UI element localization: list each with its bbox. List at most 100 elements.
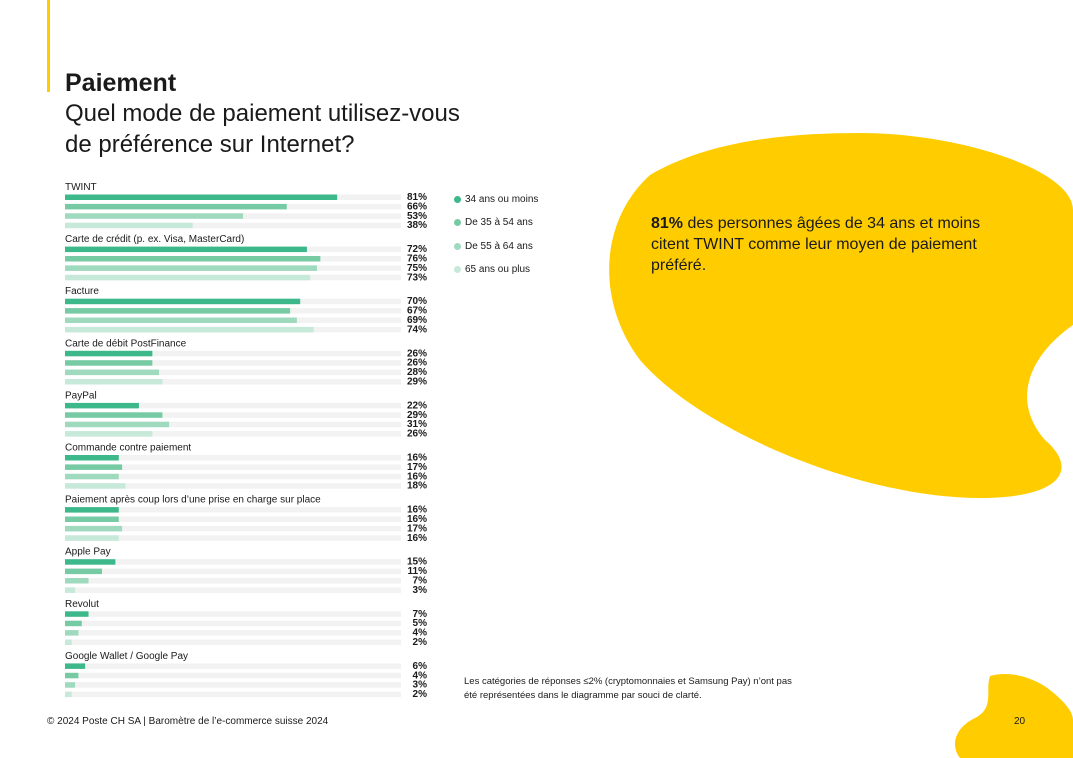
category-label: Paiement après coup lors d’une prise en …: [65, 495, 321, 506]
value-label: 7%: [413, 576, 428, 587]
bar: [65, 213, 244, 219]
legend-item: 34 ans ou moins: [454, 192, 538, 206]
bar: [65, 412, 163, 418]
bar: [65, 326, 314, 333]
bar: [65, 317, 297, 323]
bar: [65, 265, 317, 271]
bar: [65, 308, 291, 314]
category-label: Revolut: [65, 599, 99, 610]
bar: [65, 350, 153, 357]
value-label: 31%: [407, 419, 427, 430]
bar: [65, 525, 123, 532]
bar-track: [65, 483, 401, 489]
value-label: 16%: [407, 514, 427, 525]
bar: [65, 379, 163, 385]
value-label: 26%: [407, 348, 427, 359]
value-label: 29%: [407, 410, 427, 421]
value-label: 18%: [407, 481, 427, 492]
page-title: Paiement: [65, 69, 177, 97]
value-label: 16%: [407, 505, 427, 516]
value-label: 15%: [407, 557, 427, 568]
bar: [65, 516, 119, 522]
bar: [65, 369, 160, 376]
legend-dot: [454, 195, 461, 203]
value-label: 53%: [407, 211, 427, 222]
value-label: 3%: [413, 680, 428, 691]
bar-track: [65, 421, 401, 428]
value-label: 67%: [407, 306, 427, 317]
bar-track: [65, 525, 401, 532]
bar: [65, 194, 338, 200]
bar-track: [65, 639, 401, 645]
bar: [65, 464, 123, 470]
category-label: PayPal: [65, 390, 97, 401]
bar: [65, 578, 89, 584]
value-label: 74%: [407, 324, 427, 335]
bar: [65, 473, 119, 480]
category-label: Facture: [65, 286, 99, 297]
bar: [65, 630, 79, 636]
bar: [65, 256, 321, 262]
bar: [65, 421, 170, 428]
bar: [65, 691, 72, 698]
value-label: 16%: [407, 471, 427, 482]
key-finding-value: 81%: [651, 215, 684, 232]
value-label: 73%: [407, 272, 427, 283]
bar: [65, 620, 82, 627]
value-label: 4%: [413, 670, 428, 681]
legend-dot: [454, 219, 461, 227]
legend-label: 34 ans ou moins: [465, 193, 539, 205]
bar: [65, 431, 153, 437]
value-label: 7%: [413, 609, 428, 620]
legend-item: 65 ans ou plus: [454, 263, 538, 277]
legend-item: De 35 à 54 ans: [454, 216, 538, 230]
value-label: 6%: [413, 661, 428, 672]
chart-legend: 34 ans ou moins De 35 à 54 ans De 55 à 6…: [454, 192, 538, 286]
bar: [65, 535, 119, 541]
category-label: Commande contre paiement: [65, 443, 191, 454]
bar: [65, 222, 193, 229]
bar: [65, 246, 307, 253]
value-label: 66%: [407, 201, 427, 212]
legend-item: De 55 à 64 ans: [454, 239, 538, 253]
bar-track: [65, 578, 401, 584]
bar-track: [65, 559, 401, 565]
value-label: 2%: [413, 637, 428, 648]
value-label: 26%: [407, 358, 427, 369]
bar-track: [65, 455, 401, 461]
bar-track: [65, 379, 401, 385]
value-label: 4%: [413, 628, 428, 639]
bar-track: [65, 360, 401, 366]
bar: [65, 402, 139, 409]
title-block: Paiement Quel mode de paiement utilisez-…: [65, 68, 485, 160]
value-label: 5%: [413, 618, 428, 629]
accent-line: [47, 0, 50, 92]
bar-track: [65, 412, 401, 418]
value-label: 70%: [407, 296, 427, 307]
bar: [65, 672, 79, 679]
bar-track: [65, 535, 401, 541]
category-label: Carte de débit PostFinance: [65, 338, 187, 349]
value-label: 22%: [407, 400, 427, 411]
value-label: 69%: [407, 315, 427, 326]
category-label: Carte de crédit (p. ex. Visa, MasterCard…: [65, 234, 244, 245]
bar-track: [65, 222, 401, 229]
bar-track: [65, 672, 401, 679]
value-label: 17%: [407, 523, 427, 534]
bar-track: [65, 402, 401, 409]
key-finding-callout: 81% des personnes âgées de 34 ans et moi…: [651, 213, 1021, 276]
bar-track: [65, 630, 401, 636]
bar-track: [65, 587, 401, 593]
bar-track: [65, 691, 401, 698]
bar-track: [65, 431, 401, 437]
bar-track: [65, 516, 401, 522]
legend-label: De 55 à 64 ans: [465, 240, 533, 252]
bar: [65, 568, 102, 575]
value-label: 76%: [407, 254, 427, 265]
value-label: 16%: [407, 453, 427, 464]
bar: [65, 203, 287, 210]
value-label: 75%: [407, 263, 427, 274]
legend-label: 65 ans ou plus: [465, 264, 531, 276]
key-finding-text: des personnes âgées de 34 ans et moins c…: [651, 215, 981, 274]
